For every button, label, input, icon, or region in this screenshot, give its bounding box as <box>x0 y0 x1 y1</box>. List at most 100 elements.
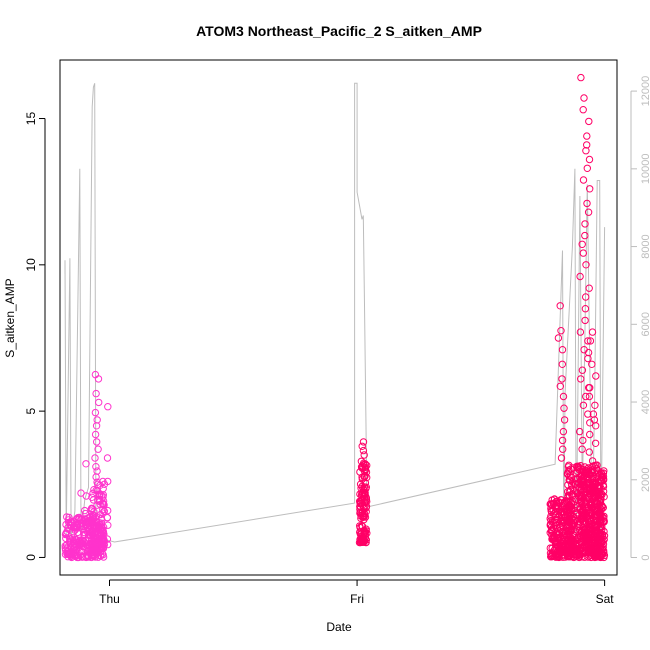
data-point <box>550 535 558 543</box>
data-point <box>591 479 599 488</box>
data-point <box>358 442 366 450</box>
data-point <box>577 492 585 501</box>
data-point <box>592 422 600 430</box>
data-point <box>94 375 103 383</box>
data-point <box>556 302 564 310</box>
data-point <box>557 496 566 504</box>
data-point <box>599 472 608 481</box>
y-axis-left: 0 5 10 15 <box>24 112 46 561</box>
data-point <box>358 522 366 530</box>
data-point <box>599 476 608 484</box>
data-point <box>359 446 368 455</box>
data-point <box>553 510 561 519</box>
data-point <box>585 548 594 557</box>
y2-tick-label: 6000 <box>640 312 650 336</box>
data-point <box>79 539 87 548</box>
data-point <box>363 461 371 470</box>
data-point <box>588 469 597 477</box>
data-point <box>584 348 593 357</box>
data-point <box>556 543 564 551</box>
data-point <box>569 478 577 486</box>
data-point <box>580 94 588 102</box>
data-point <box>360 536 369 545</box>
data-point <box>583 199 591 208</box>
data-point <box>360 498 368 506</box>
y-axis-right: 0 2000 4000 6000 8000 10000 12000 <box>630 76 650 561</box>
data-point <box>595 489 603 497</box>
data-point <box>559 514 567 522</box>
data-point <box>87 540 95 548</box>
data-point <box>73 523 81 531</box>
data-point <box>590 462 598 470</box>
data-point <box>559 392 568 401</box>
data-point <box>359 438 368 446</box>
data-point <box>558 375 566 383</box>
data-point <box>597 515 605 524</box>
data-point <box>89 544 97 552</box>
data-point <box>81 509 90 518</box>
data-point <box>104 506 112 515</box>
data-point <box>69 528 77 536</box>
data-point <box>567 520 576 528</box>
data-point <box>357 463 366 471</box>
data-point <box>558 436 567 445</box>
data-point <box>94 535 102 543</box>
data-point <box>585 117 593 126</box>
data-point <box>97 523 106 532</box>
data-point <box>356 528 364 537</box>
data-point <box>92 463 100 471</box>
data-point <box>92 422 101 430</box>
data-point <box>577 538 585 547</box>
data-point <box>586 509 594 517</box>
data-point <box>577 73 585 82</box>
data-point <box>579 249 587 257</box>
data-point <box>584 337 592 345</box>
data-point <box>578 474 587 482</box>
data-point <box>599 503 607 512</box>
scatter-points-layer <box>61 73 609 562</box>
data-point <box>560 416 569 424</box>
data-point <box>560 404 568 412</box>
data-point <box>581 316 589 325</box>
data-point <box>586 185 594 193</box>
y-tick-label: 5 <box>24 407 38 414</box>
data-point <box>83 523 92 531</box>
data-point <box>96 497 104 506</box>
data-point <box>584 208 593 216</box>
data-point <box>579 436 587 445</box>
data-point <box>567 465 575 473</box>
data-point <box>597 476 606 484</box>
data-point <box>596 537 605 545</box>
data-point <box>363 473 371 482</box>
data-point <box>361 463 370 471</box>
data-point <box>592 527 601 536</box>
data-point <box>591 401 599 409</box>
data-point <box>74 514 82 522</box>
data-point <box>554 534 563 542</box>
data-point <box>591 439 600 447</box>
data-point <box>582 147 590 155</box>
data-point <box>104 477 112 486</box>
data-point <box>547 516 555 525</box>
data-point <box>95 398 103 407</box>
data-point <box>547 500 555 508</box>
data-point <box>546 549 555 557</box>
data-point <box>64 524 72 532</box>
data-point <box>585 531 593 539</box>
data-point <box>93 467 101 475</box>
y2-tick-label: 8000 <box>640 234 650 258</box>
data-point <box>579 475 588 483</box>
data-point <box>579 106 587 114</box>
data-point <box>93 438 101 446</box>
data-point <box>582 261 590 269</box>
data-point <box>99 491 108 499</box>
data-point <box>585 284 593 292</box>
data-point <box>93 543 101 552</box>
data-point <box>91 454 99 462</box>
data-point <box>92 389 100 398</box>
data-point <box>356 523 364 532</box>
data-point <box>97 543 105 551</box>
data-point <box>75 515 83 524</box>
data-point <box>577 375 585 383</box>
data-point <box>567 545 575 553</box>
